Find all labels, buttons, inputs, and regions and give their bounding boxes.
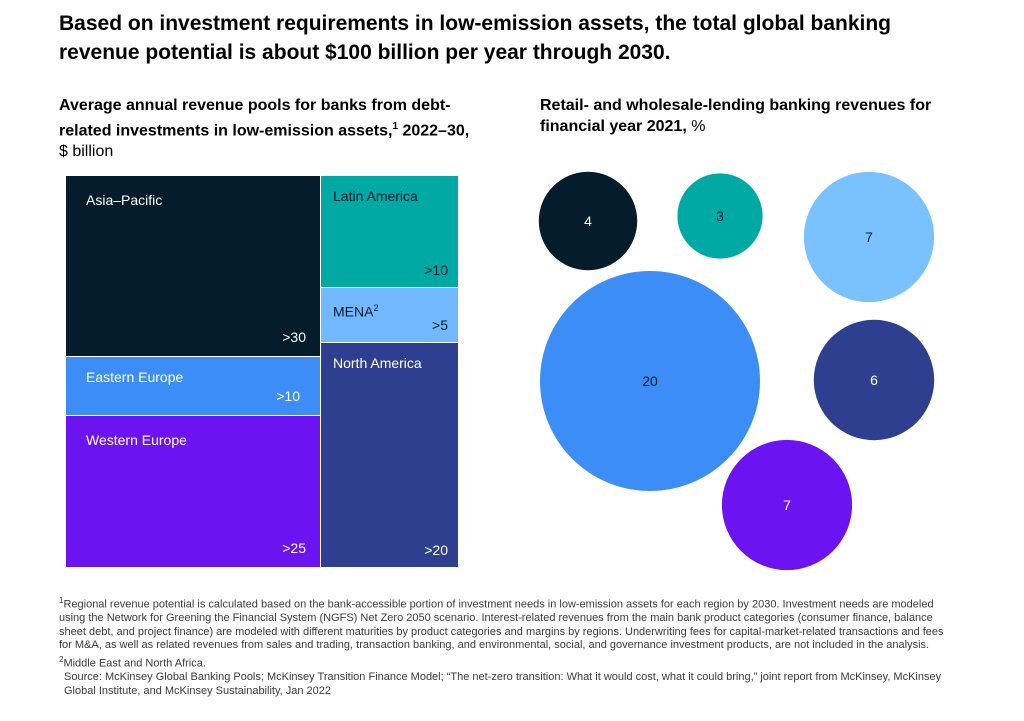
treemap-cell-latin-america: Latin America >10 (321, 176, 458, 287)
treemap-cell-value: >30 (282, 329, 306, 345)
bubble-3 (803, 171, 935, 303)
bubble-chart-title-unit: % (686, 118, 706, 135)
page-headline: Based on investment requirements in low-… (59, 12, 892, 64)
bubble-2 (677, 173, 763, 259)
bubble-chart-title: Retail- and wholesale-lending banking re… (540, 95, 960, 137)
treemap-cell-label: MENA2 (333, 298, 378, 322)
treemap-cell-value: >20 (424, 542, 448, 558)
treemap-cell-value: >5 (432, 317, 448, 333)
treemap-cell-eastern-europe: Eastern Europe >10 (66, 357, 320, 415)
bubble-5 (813, 319, 935, 441)
bubble-1 (538, 171, 638, 271)
treemap-cell-western-europe: Western Europe >25 (66, 416, 320, 567)
bubble-6 (721, 439, 853, 571)
treemap-cell-footnote-ref: 2 (373, 303, 379, 313)
source-note: Source: McKinsey Global Banking Pools; M… (64, 671, 942, 697)
treemap-title-footnote-ref: 1 (392, 121, 399, 132)
footnote-1: 1Regional revenue potential is calculate… (59, 594, 959, 653)
treemap-cell-label: North America (333, 355, 422, 371)
footnote-1-marker: 1 (59, 596, 64, 605)
treemap-cell-asia-pacific: Asia–Pacific >30 (66, 176, 320, 356)
treemap-title-unit: $ billion (59, 143, 114, 161)
treemap-cell-value: >10 (424, 262, 448, 278)
treemap-cell-value: >25 (282, 540, 306, 556)
treemap-title-main: Average annual revenue pools for banks f… (59, 97, 451, 140)
treemap-cell-mena: MENA2 >5 (321, 288, 458, 342)
treemap-cell-label: Asia–Pacific (86, 192, 163, 208)
treemap-cell-label: Western Europe (86, 432, 187, 448)
bubble-4 (540, 271, 760, 491)
footnote-1-text: Regional revenue potential is calculated… (59, 598, 944, 652)
footnote-2: 2Middle East and North Africa. (59, 653, 959, 671)
treemap-cell-label: Latin America (333, 188, 418, 204)
treemap-title: Average annual revenue pools for banks f… (59, 95, 479, 162)
treemap-cell-value: >10 (276, 388, 300, 404)
treemap-cell-label-text: MENA (333, 303, 374, 320)
treemap-title-period: 2022–30, (398, 122, 470, 140)
footnote-2-text: Middle East and North Africa. (63, 657, 206, 670)
treemap-cell-label: Eastern Europe (86, 369, 184, 385)
revenue-treemap: Asia–Pacific >30 Latin America >10 MENA2… (66, 176, 458, 567)
footnotes: 1Regional revenue potential is calculate… (59, 594, 959, 698)
treemap-cell-north-america: North America >20 (321, 343, 458, 567)
footnote-2-marker: 2 (59, 655, 64, 665)
bubble-chart-title-main: Retail- and wholesale-lending banking re… (540, 97, 932, 135)
